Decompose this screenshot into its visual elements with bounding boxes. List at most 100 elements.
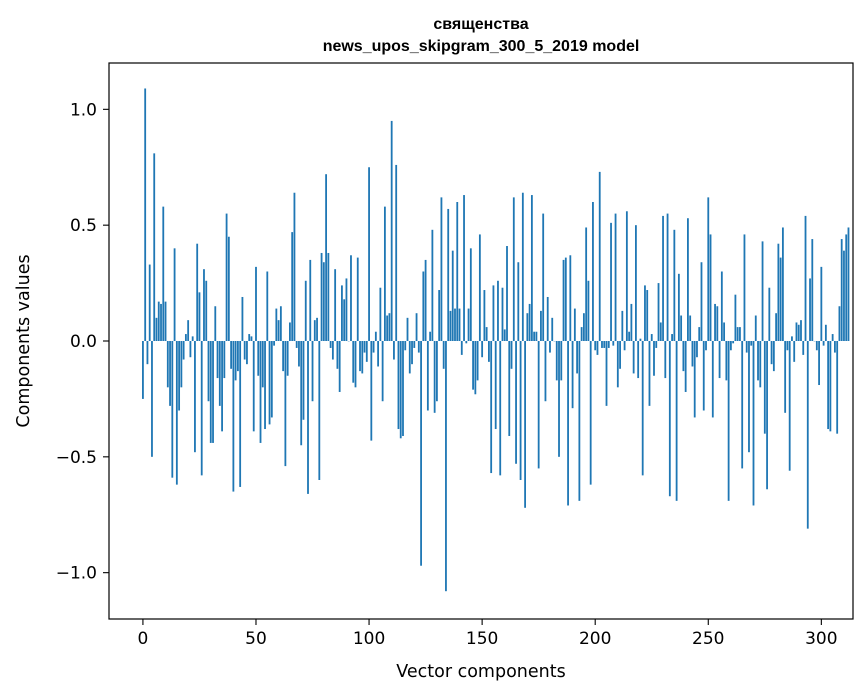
bar-189 <box>569 255 572 341</box>
bar-162 <box>508 341 511 436</box>
bar-233 <box>668 341 671 497</box>
y-tick-label: 0.0 <box>70 332 97 352</box>
bar-307 <box>836 341 839 434</box>
bar-227 <box>655 341 658 348</box>
x-tick-label: 200 <box>579 629 611 649</box>
bar-204 <box>603 341 606 348</box>
bar-52 <box>259 341 262 443</box>
bar-36 <box>223 341 226 379</box>
bar-155 <box>492 285 495 341</box>
bar-161 <box>506 246 508 341</box>
bar-275 <box>763 341 766 434</box>
bar-285 <box>786 341 789 351</box>
bar-142 <box>463 195 465 341</box>
bar-140 <box>458 308 461 341</box>
bar-283 <box>781 227 784 341</box>
bar-301 <box>822 341 825 346</box>
bar-81 <box>325 174 327 341</box>
bar-270 <box>752 341 755 506</box>
bar-5 <box>153 153 156 341</box>
bar-82 <box>327 252 330 341</box>
bar-306 <box>834 341 836 353</box>
bar-228 <box>657 283 660 341</box>
bar-239 <box>682 341 685 372</box>
bar-213 <box>623 341 626 351</box>
bars-group <box>142 88 850 592</box>
bar-102 <box>372 341 375 353</box>
bar-232 <box>666 213 669 341</box>
bar-113 <box>397 341 400 430</box>
bar-260 <box>729 341 732 351</box>
bar-132 <box>440 197 443 341</box>
bar-0 <box>142 341 144 399</box>
bar-96 <box>359 341 361 372</box>
bar-255 <box>718 341 721 379</box>
bar-266 <box>743 234 746 341</box>
bar-312 <box>847 227 850 341</box>
bar-46 <box>246 341 248 365</box>
bar-288 <box>793 341 796 362</box>
bar-42 <box>237 341 239 372</box>
bar-7 <box>157 301 160 341</box>
bar-32 <box>214 306 217 341</box>
chart-title-line2: news_upos_skipgram_300_5_2019 model <box>323 38 640 55</box>
bar-185 <box>560 341 563 381</box>
bar-77 <box>316 317 318 341</box>
bar-310 <box>843 250 845 341</box>
bar-298 <box>815 341 818 351</box>
bar-296 <box>811 239 814 341</box>
bar-63 <box>284 341 287 467</box>
bar-57 <box>270 341 273 418</box>
bar-89 <box>343 299 346 341</box>
bar-73 <box>307 341 309 494</box>
bar-30 <box>209 341 212 443</box>
x-tick-label: 150 <box>466 629 498 649</box>
bar-17 <box>180 341 183 388</box>
bar-290 <box>797 324 800 341</box>
bar-254 <box>716 306 719 341</box>
bar-179 <box>546 296 549 341</box>
bar-54 <box>264 341 266 430</box>
bar-11 <box>166 341 169 388</box>
bar-71 <box>302 341 305 420</box>
bar-191 <box>573 308 576 341</box>
bar-15 <box>175 341 178 485</box>
bar-183 <box>555 341 558 381</box>
bar-8 <box>160 303 162 341</box>
bar-35 <box>221 341 223 432</box>
x-axis-label: Vector components <box>396 662 565 682</box>
bar-200 <box>594 341 597 351</box>
bar-148 <box>476 341 479 381</box>
bar-152 <box>485 327 488 341</box>
bar-29 <box>207 341 210 402</box>
bar-111 <box>393 341 395 360</box>
y-tick-label: −0.5 <box>56 448 97 468</box>
bar-105 <box>379 287 382 341</box>
bar-137 <box>451 250 454 341</box>
bar-243 <box>691 341 694 367</box>
bar-6 <box>155 317 158 341</box>
bar-169 <box>524 341 526 508</box>
bar-253 <box>714 303 716 341</box>
bar-257 <box>723 322 726 341</box>
bar-136 <box>449 310 452 341</box>
bar-13 <box>171 341 174 478</box>
y-axis-ticks: −1.0 −0.5 0.0 0.5 1.0 <box>56 100 109 584</box>
bar-44 <box>241 296 244 341</box>
bar-216 <box>630 303 633 341</box>
bar-47 <box>248 334 251 341</box>
bar-236 <box>675 341 678 501</box>
bar-23 <box>194 341 196 453</box>
bar-116 <box>404 341 407 351</box>
bar-300 <box>820 266 823 341</box>
bar-195 <box>582 313 585 341</box>
bar-263 <box>736 327 739 341</box>
x-tick-label: 0 <box>138 629 149 649</box>
bar-133 <box>442 341 445 369</box>
bar-118 <box>408 341 411 374</box>
bar-68 <box>295 341 298 348</box>
bar-178 <box>544 341 547 402</box>
bar-252 <box>711 341 714 418</box>
bar-207 <box>610 222 612 341</box>
bar-311 <box>845 234 848 341</box>
